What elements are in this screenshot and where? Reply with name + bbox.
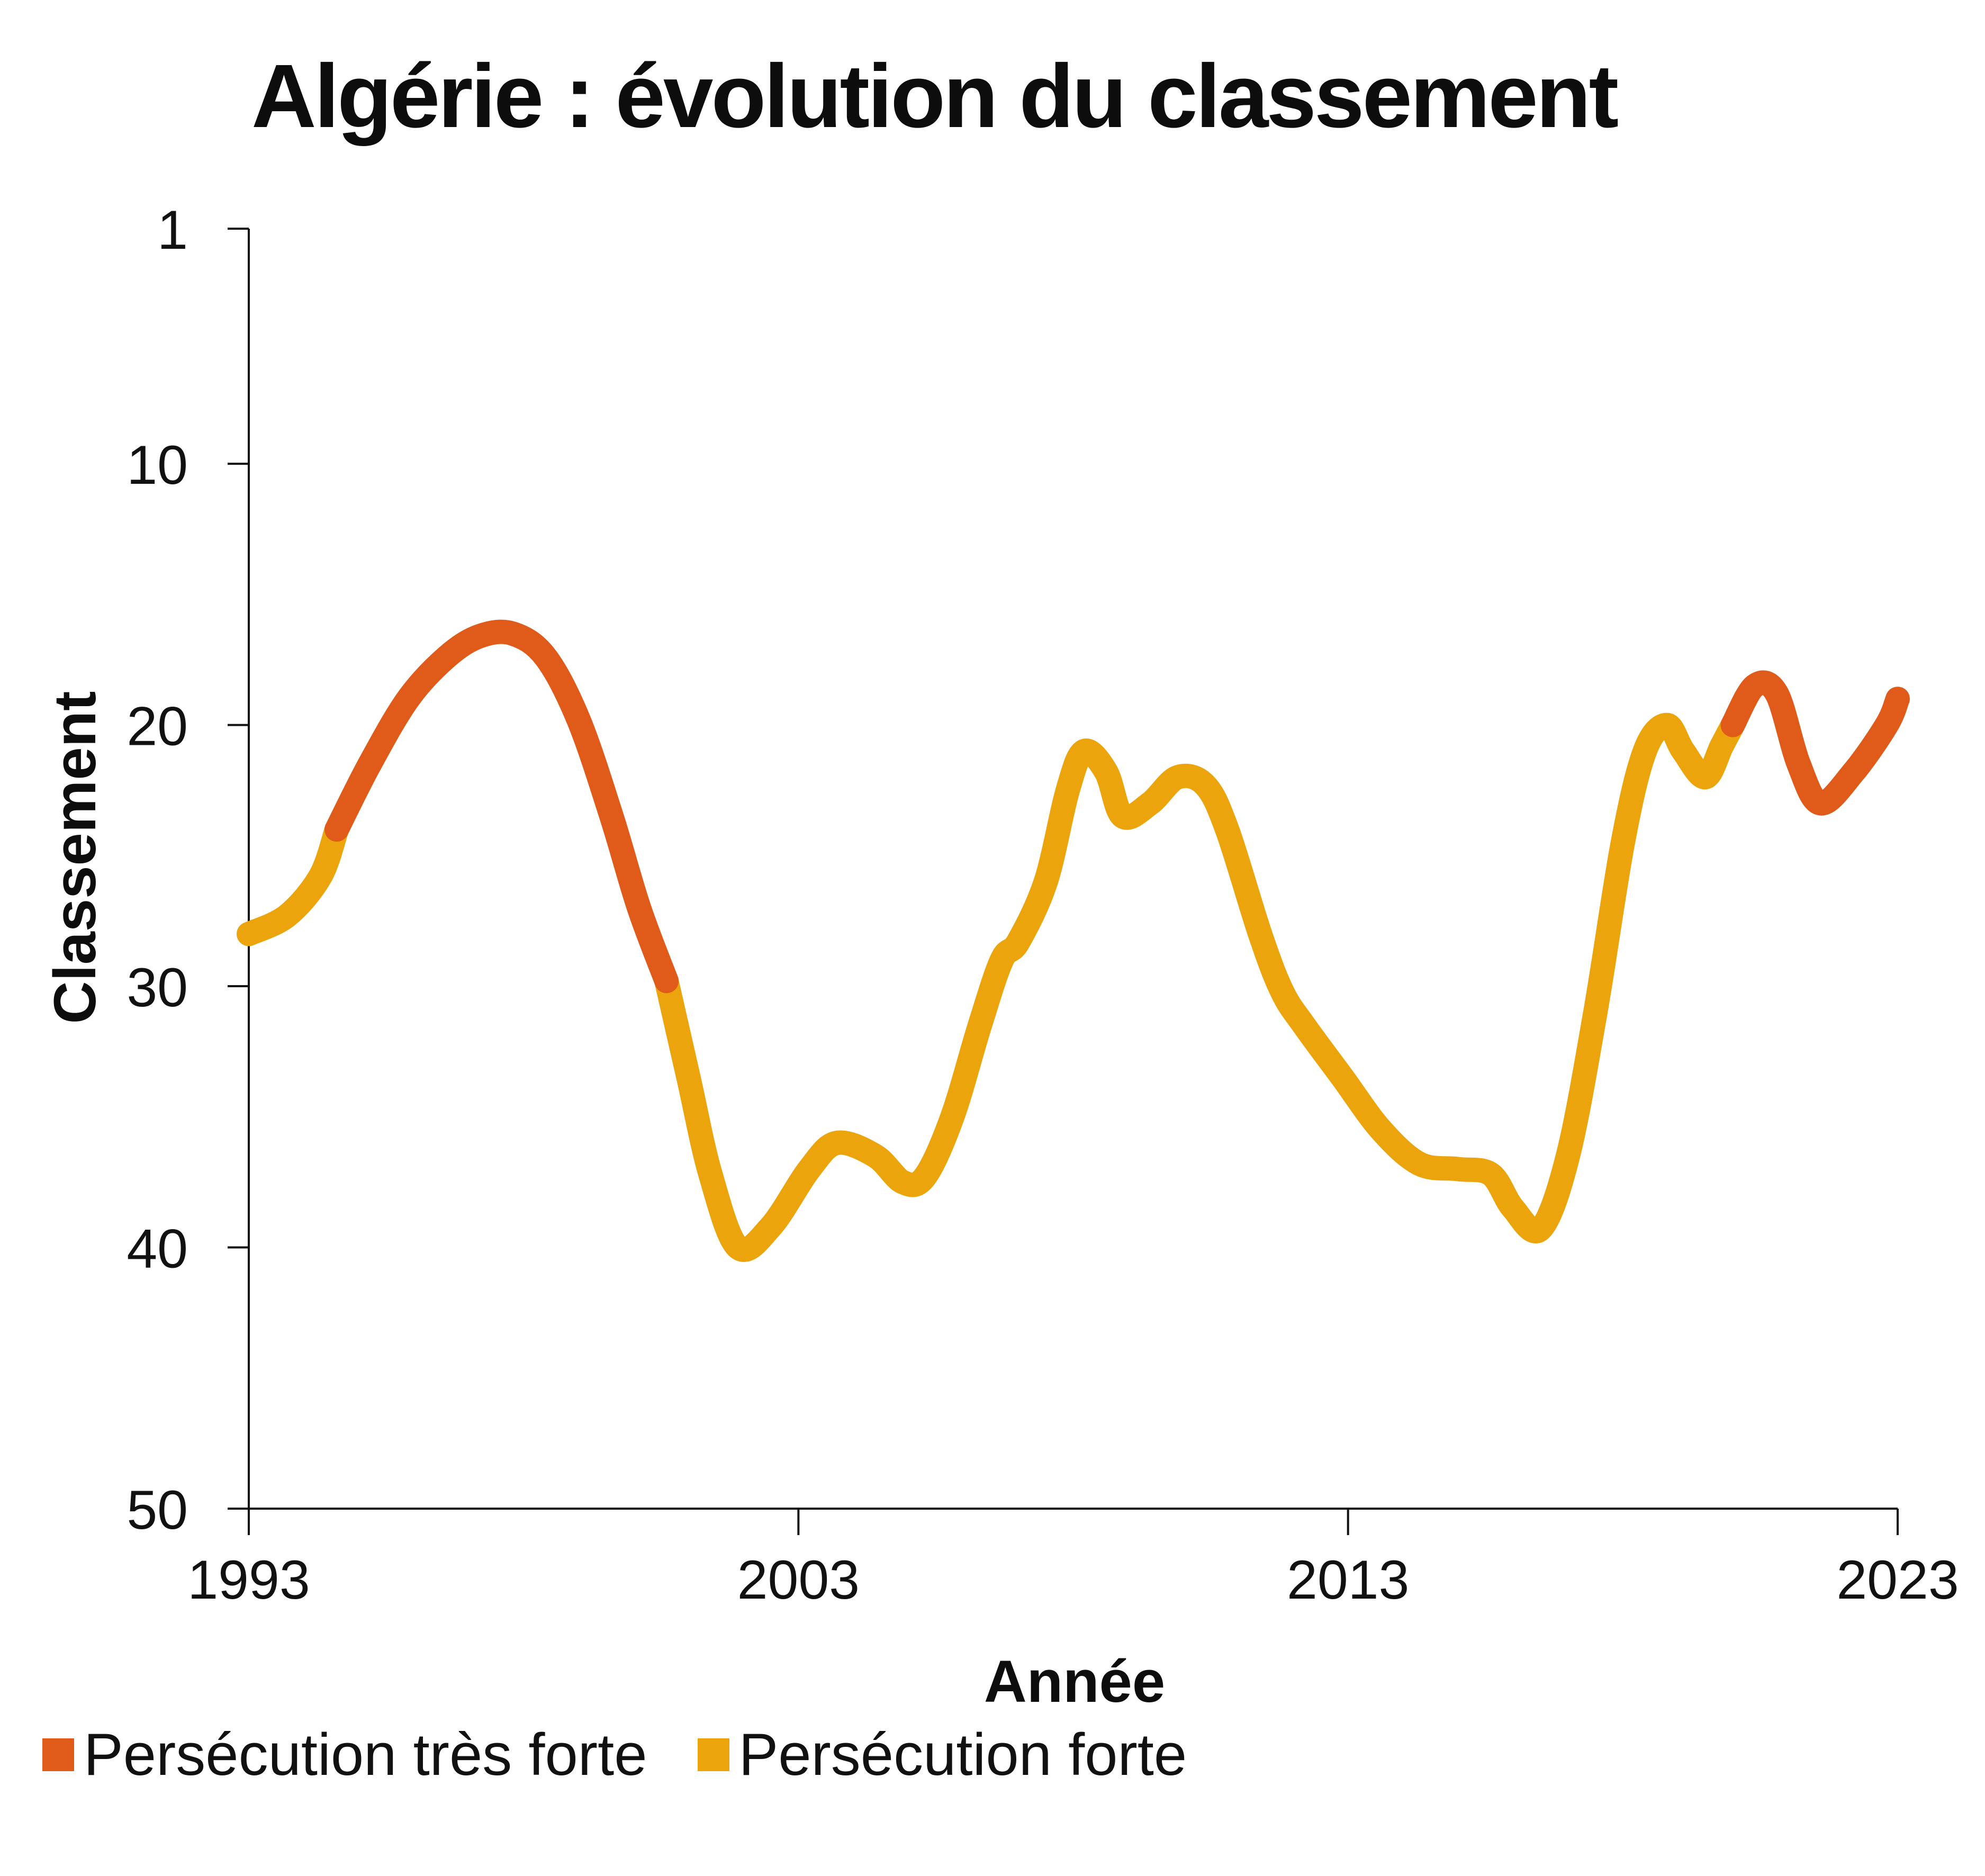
series-lines (237, 619, 1910, 1262)
legend-swatch-tres-forte (42, 1738, 74, 1771)
x-tick-label: 2013 (1287, 1549, 1409, 1611)
y-tick-label: 30 (127, 957, 188, 1018)
y-tick-label: 1 (157, 200, 188, 261)
legend-item-tres-forte: Persécution très forte (42, 1720, 647, 1789)
axes: 1 10 20 30 40 50 1993 2003 2013 2023 (127, 200, 1959, 1611)
y-tick-label: 50 (127, 1480, 188, 1541)
legend-swatch-forte (697, 1738, 729, 1771)
legend-label-tres-forte: Persécution très forte (84, 1721, 647, 1788)
x-tick-label: 2003 (737, 1549, 860, 1611)
legend: Persécution très forte Persécution forte (42, 1720, 1237, 1789)
series-line-tres-forte-0 (324, 619, 679, 994)
series-line-forte-0 (237, 817, 349, 946)
y-axis-label: Classement (42, 691, 108, 1024)
x-tick-label: 1993 (187, 1549, 310, 1611)
y-tick-label: 10 (127, 435, 188, 496)
y-tick-label: 20 (127, 696, 188, 757)
x-tick-label: 2023 (1836, 1549, 1959, 1611)
chart-title: Algérie : évolution du classement (251, 46, 1618, 147)
legend-item-forte: Persécution forte (697, 1720, 1187, 1789)
y-tick-label: 40 (127, 1219, 188, 1280)
x-axis-label: Année (984, 1648, 1165, 1715)
series-line-forte-1 (654, 712, 1745, 1262)
series-line-tres-forte-1 (1720, 670, 1910, 816)
legend-label-forte: Persécution forte (738, 1721, 1187, 1788)
